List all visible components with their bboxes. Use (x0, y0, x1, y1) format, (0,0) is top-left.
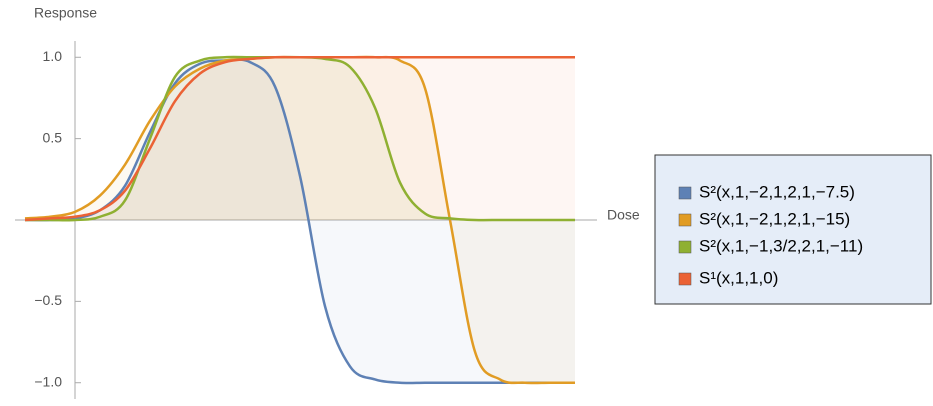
legend-swatch (678, 213, 692, 227)
legend-swatch (678, 272, 692, 286)
series-area (25, 57, 575, 221)
y-tick-label: −0.5 (34, 292, 62, 308)
legend-label: S²(x,1,−2,1,2,1,−15) (699, 209, 850, 228)
legend-label: S¹(x,1,1,0) (699, 268, 778, 287)
series-area (25, 59, 575, 383)
x-axis-label: Dose (607, 207, 640, 223)
legend-label: S²(x,1,−2,1,2,1,−7.5) (699, 182, 855, 201)
legend-box (654, 154, 932, 305)
legend-label: S²(x,1,−1,3/2,2,1,−11) (699, 236, 863, 255)
y-tick-label: 1.0 (43, 48, 63, 64)
y-axis-label: Response (34, 5, 97, 21)
series-line (24, 58, 575, 385)
series-line (24, 55, 575, 222)
series-area (25, 57, 575, 383)
y-tick-label: 0.5 (43, 129, 63, 145)
y-tick-label: −1.0 (34, 373, 62, 389)
series-area (25, 57, 575, 220)
legend-swatch (678, 186, 692, 200)
legend-swatch (678, 240, 692, 254)
